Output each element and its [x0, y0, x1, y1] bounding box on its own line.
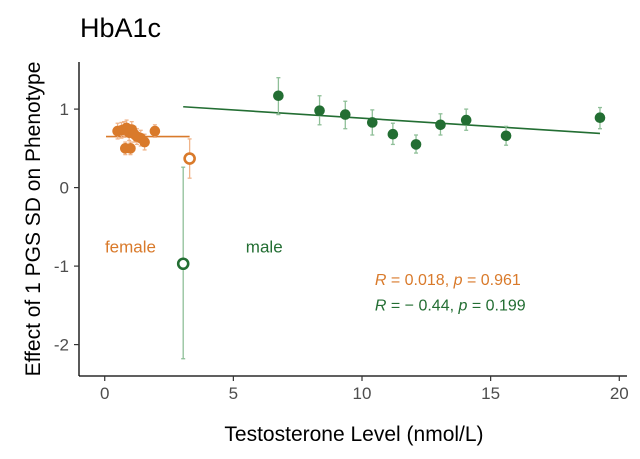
- female-point: [125, 143, 136, 154]
- male-point: [339, 109, 351, 120]
- y-tick-label: -1: [54, 257, 69, 276]
- regression-lines: [106, 105, 601, 138]
- y-axis-label: Effect of 1 PGS SD on Phenotype: [22, 62, 45, 377]
- x-tick-label: 0: [100, 384, 109, 403]
- axis-ticks: 0 5 10 15 20 -2 -1 0 1: [54, 100, 629, 403]
- male-correlation-stat: R = − 0.44, p = 0.199: [375, 297, 526, 314]
- x-tick-label: 20: [610, 384, 629, 403]
- male-stat-p-label: p: [457, 297, 467, 314]
- female-stat-r-value: = 0.018,: [386, 272, 453, 289]
- male-point: [410, 139, 422, 150]
- group-labels: female male: [105, 237, 283, 256]
- y-tick-label: -2: [54, 336, 69, 355]
- male-stat-p-value: = 0.199: [467, 297, 525, 314]
- male-point: [460, 114, 472, 126]
- female-open-point: [183, 152, 196, 165]
- x-tick-label: 10: [353, 384, 372, 403]
- female-point: [149, 125, 161, 137]
- male-point: [594, 112, 606, 124]
- female-correlation-stat: R = 0.018, p = 0.961: [375, 272, 521, 289]
- female-stat-r-label: R: [375, 272, 387, 289]
- y-tick-label: 1: [60, 100, 69, 119]
- male-stat-r-label: R: [375, 297, 387, 314]
- male-regression-line: [183, 105, 601, 135]
- x-tick-label: 15: [481, 384, 500, 403]
- male-point: [500, 130, 512, 142]
- x-axis-label: Testosterone Level (nmol/L): [224, 423, 483, 446]
- chart-title: HbA1c: [80, 13, 161, 43]
- male-point: [366, 117, 378, 128]
- data-points: [112, 90, 606, 271]
- male-group-label: male: [246, 237, 283, 256]
- y-tick-label: 0: [60, 179, 69, 198]
- error-bars: [115, 77, 602, 360]
- female-stat-p-value: = 0.961: [463, 272, 521, 289]
- male-point: [273, 90, 284, 102]
- x-tick-label: 5: [229, 384, 238, 403]
- female-stat-p-label: p: [453, 272, 463, 289]
- male-point: [387, 128, 399, 140]
- female-point: [139, 136, 150, 148]
- female-group-label: female: [105, 237, 156, 256]
- male-open-point: [176, 257, 190, 271]
- male-stat-r-value: = − 0.44,: [386, 297, 458, 314]
- male-point: [314, 105, 325, 116]
- male-point: [435, 119, 446, 131]
